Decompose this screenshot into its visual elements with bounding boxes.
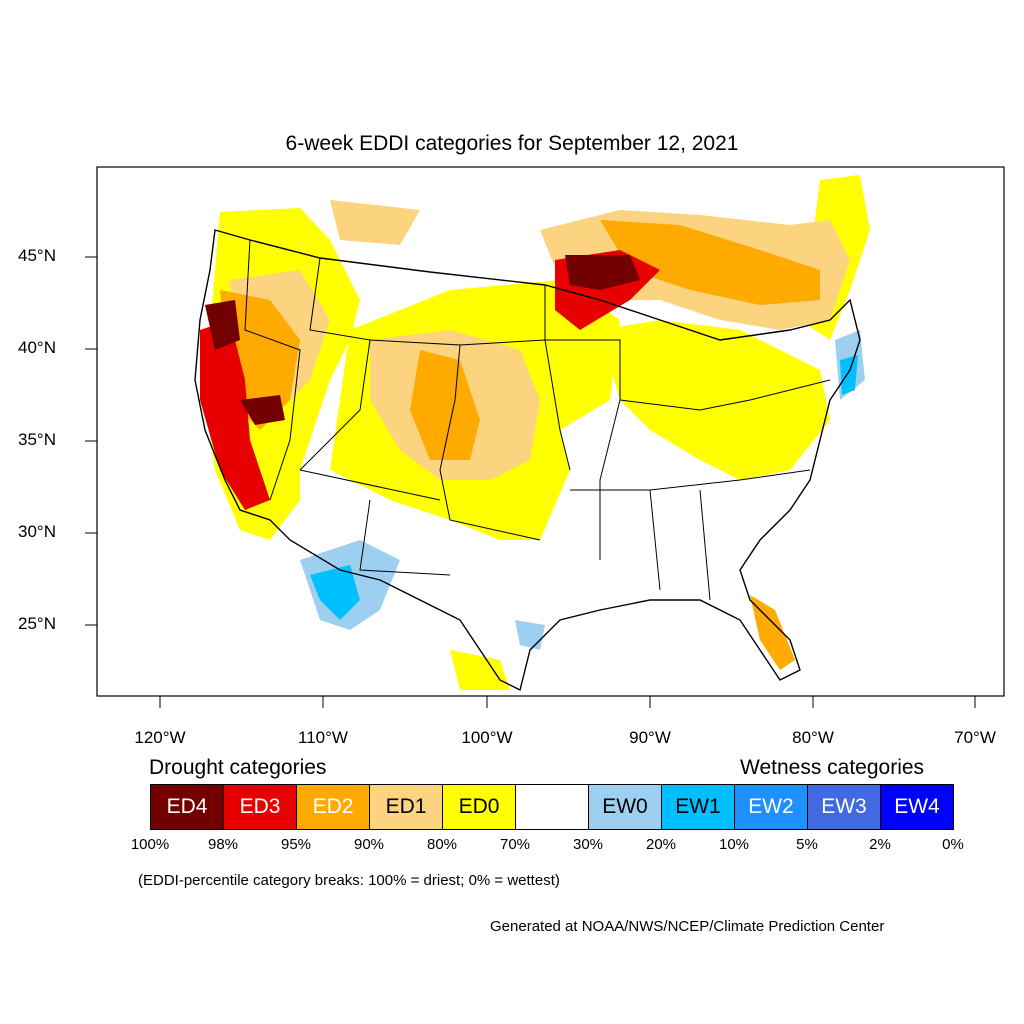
wetness-heading: Wetness categories xyxy=(740,756,925,779)
legend-box-ew3: EW3 xyxy=(807,784,881,830)
map-frame xyxy=(96,166,1005,697)
legend-break-label: 70% xyxy=(499,836,531,853)
region-ed1-north xyxy=(330,200,420,245)
region-ew1-southwest xyxy=(310,565,360,620)
us-outline xyxy=(194,229,861,692)
lat-label-45: 45°N xyxy=(18,246,56,265)
lon-label-80: 80°W xyxy=(792,728,834,747)
legend-break-label: 90% xyxy=(353,836,385,853)
border-midwest-1 xyxy=(544,285,621,560)
legend-break-label: 95% xyxy=(280,836,312,853)
credit-line: Generated at NOAA/NWS/NCEP/Climate Predi… xyxy=(490,918,885,935)
region-ed4-minnesota xyxy=(565,255,640,290)
legend-break-label: 0% xyxy=(942,836,964,853)
legend-break-label: 2% xyxy=(869,836,891,853)
lon-label-70: 70°W xyxy=(954,728,996,747)
region-ed2-plains xyxy=(410,350,480,460)
drought-heading: Drought categories xyxy=(149,756,327,779)
breaks-note: (EDDI-percentile category breaks: 100% =… xyxy=(138,872,560,889)
legend-break-label: 20% xyxy=(645,836,677,853)
legend-break-label: 80% xyxy=(426,836,458,853)
region-ed4-oregon xyxy=(205,300,240,350)
legend-box-normal xyxy=(515,784,589,830)
legend-break-label: 30% xyxy=(572,836,604,853)
region-ed3-california xyxy=(200,320,270,510)
border-south-1 xyxy=(570,469,811,491)
border-south-2 xyxy=(649,489,711,601)
legend-break-label: 100% xyxy=(130,836,170,853)
legend-box-ed4: ED4 xyxy=(150,784,224,830)
legend-box-ed1: ED1 xyxy=(369,784,443,830)
border-plains-2 xyxy=(459,339,571,471)
lat-label-25: 25°N xyxy=(18,614,56,633)
category-regions xyxy=(200,175,870,690)
legend-box-ew0: EW0 xyxy=(588,784,662,830)
lat-label-30: 30°N xyxy=(18,522,56,541)
border-plains-1 xyxy=(369,339,541,541)
legend-box-ed3: ED3 xyxy=(223,784,297,830)
legend-break-label: 5% xyxy=(796,836,818,853)
region-ed4-nevada xyxy=(240,395,285,425)
border-southwest xyxy=(299,469,451,576)
region-ed0-texas-south xyxy=(450,650,510,690)
lat-label-40: 40°N xyxy=(18,338,56,357)
legend-box-ed2: ED2 xyxy=(296,784,370,830)
lon-label-110: 110°W xyxy=(298,728,348,747)
border-midwest-2 xyxy=(619,379,831,411)
legend-box-ew1: EW1 xyxy=(661,784,735,830)
map-title: 6-week EDDI categories for September 12,… xyxy=(285,132,739,155)
lat-label-35: 35°N xyxy=(18,430,56,449)
region-ed2-canada xyxy=(600,220,820,305)
legend-box-ed0: ED0 xyxy=(442,784,516,830)
legend-box-ew2: EW2 xyxy=(734,784,808,830)
lon-label-100: 100°W xyxy=(461,728,513,747)
lon-ticks xyxy=(159,696,976,708)
legend-break-label: 98% xyxy=(207,836,239,853)
region-ed0-midwest xyxy=(600,320,830,480)
region-ew0-texas xyxy=(515,620,545,650)
lat-ticks xyxy=(85,256,97,626)
lon-label-120: 120°W xyxy=(134,728,186,747)
state-boundaries xyxy=(194,229,861,692)
lon-label-90: 90°W xyxy=(629,728,671,747)
region-ed2-florida xyxy=(750,595,795,670)
border-west-1 xyxy=(244,239,301,501)
legend-box-ew4: EW4 xyxy=(880,784,954,830)
legend-break-label: 10% xyxy=(718,836,750,853)
region-ew1-northeast xyxy=(840,355,858,395)
